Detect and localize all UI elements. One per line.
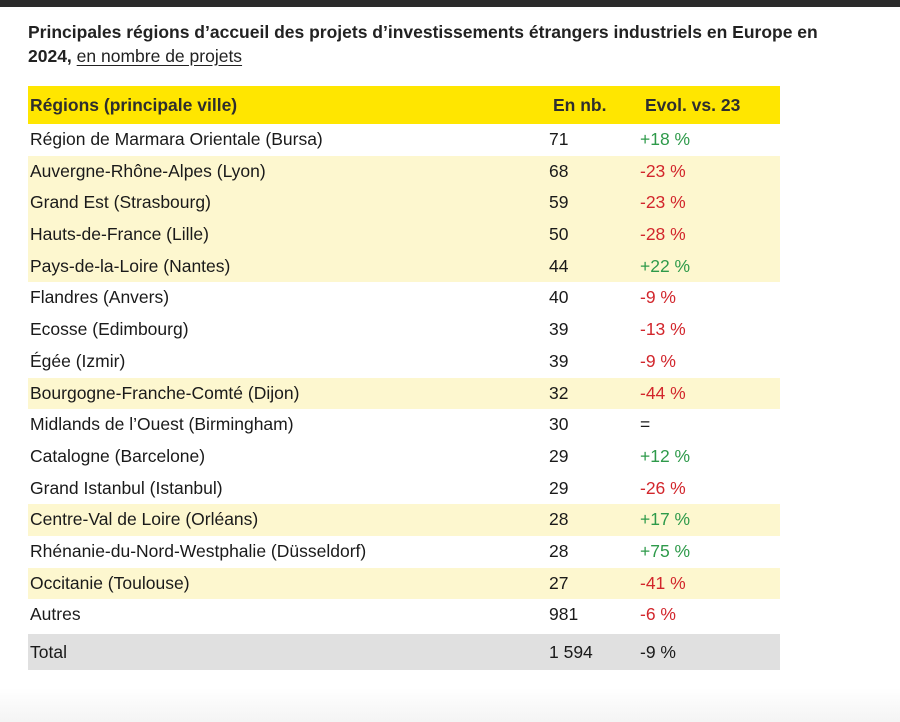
evolution-cell: = xyxy=(640,414,651,435)
evolution-cell: -9 % xyxy=(640,350,676,371)
evolution-cell: +12 % xyxy=(640,445,691,466)
count-cell: 44 xyxy=(549,255,569,276)
table-row: Ecosse (Edimbourg) 39 -13 % xyxy=(28,314,780,346)
region-cell: Auvergne-Rhône-Alpes (Lyon) xyxy=(30,160,266,181)
count-cell: 59 xyxy=(549,192,569,213)
region-cell: Catalogne (Barcelone) xyxy=(30,445,206,466)
region-cell: Grand Istanbul (Istanbul) xyxy=(30,477,223,498)
header-evolution: Evol. vs. 23 xyxy=(645,95,741,115)
table-row: Pays-de-la-Loire (Nantes) 44 +22 % xyxy=(28,250,780,283)
table-row: Grand Est (Strasbourg) 59 -23 % xyxy=(28,187,780,220)
bottom-shade xyxy=(0,688,900,722)
title-subtitle: en nombre de projets xyxy=(76,46,243,66)
evolution-cell: +17 % xyxy=(640,509,691,530)
region-cell: Hauts-de-France (Lille) xyxy=(30,224,209,245)
table-row: Catalogne (Barcelone) 29 +12 % xyxy=(28,441,780,473)
region-cell: Midlands de l’Ouest (Birmingham) xyxy=(30,414,294,435)
total-row: Total 1 594 -9 % xyxy=(28,634,780,670)
total-label: Total xyxy=(30,642,67,662)
count-cell: 39 xyxy=(549,350,569,371)
count-cell: 981 xyxy=(549,604,579,625)
table-row: Grand Istanbul (Istanbul) 29 -26 % xyxy=(28,473,780,505)
table-row: Autres 981 -6 % xyxy=(28,599,780,631)
evolution-cell: -13 % xyxy=(640,319,686,340)
evolution-cell: -41 % xyxy=(640,572,686,593)
count-cell: 29 xyxy=(549,477,569,498)
count-cell: 28 xyxy=(549,509,569,530)
evolution-cell: -9 % xyxy=(640,287,676,308)
evolution-cell: +22 % xyxy=(640,255,691,276)
header-count: En nb. xyxy=(553,95,607,115)
table-row: Égée (Izmir) 39 -9 % xyxy=(28,346,780,378)
table-row: Région de Marmara Orientale (Bursa) 71 +18… xyxy=(28,124,780,156)
region-cell: Pays-de-la-Loire (Nantes) xyxy=(30,255,231,276)
table-row: Flandres (Anvers) 40 -9 % xyxy=(28,282,780,314)
table-row: Hauts-de-France (Lille) 50 -28 % xyxy=(28,219,780,251)
table-row: Midlands de l’Ouest (Birmingham) 30 = xyxy=(28,409,780,441)
evolution-cell: -6 % xyxy=(640,604,676,625)
evolution-cell: -28 % xyxy=(640,224,686,245)
evolution-cell: -44 % xyxy=(640,382,686,403)
count-cell: 68 xyxy=(549,160,569,181)
total-evolution: -9 % xyxy=(640,642,676,662)
count-cell: 27 xyxy=(549,572,569,593)
evolution-cell: +75 % xyxy=(640,540,691,561)
header-region: Régions (principale ville) xyxy=(30,95,238,115)
region-cell: Flandres (Anvers) xyxy=(30,287,170,308)
evolution-cell: -23 % xyxy=(640,160,686,181)
table-row: Centre-Val de Loire (Orléans) 28 +17 % xyxy=(28,504,780,536)
table-row: Rhénanie-du-Nord-Westphalie (Düsseldorf)… xyxy=(28,536,780,568)
evolution-cell: +18 % xyxy=(640,129,691,149)
region-cell: Grand Est (Strasbourg) xyxy=(30,192,211,213)
evolution-cell: -26 % xyxy=(640,477,686,498)
region-cell: Ecosse (Edimbourg) xyxy=(30,319,189,340)
regions-table: Régions (principale ville) En nb. Evol. … xyxy=(28,86,780,670)
region-cell: Autres xyxy=(30,604,81,625)
table-row: Auvergne-Rhône-Alpes (Lyon) 68 -23 % xyxy=(28,155,780,188)
region-cell: Occitanie (Toulouse) xyxy=(30,572,190,593)
total-count: 1 594 xyxy=(549,642,593,662)
count-cell: 28 xyxy=(549,540,569,561)
table-body: Région de Marmara Orientale (Bursa) 71 +18… xyxy=(28,124,780,631)
table-row: Occitanie (Toulouse) 27 -41 % xyxy=(28,567,780,600)
title-main: Principales régions d’accueil des projet… xyxy=(28,22,818,66)
evolution-cell: -23 % xyxy=(640,192,686,213)
count-cell: 30 xyxy=(549,414,569,435)
region-cell: Région de Marmara Orientale (Bursa) xyxy=(30,129,323,149)
region-cell: Rhénanie-du-Nord-Westphalie (Düsseldorf) xyxy=(30,540,367,561)
region-cell: Centre-Val de Loire (Orléans) xyxy=(30,509,259,530)
table-row: Bourgogne-Franche-Comté (Dijon) 32 -44 % xyxy=(28,377,780,410)
count-cell: 39 xyxy=(549,319,569,340)
region-cell: Égée (Izmir) xyxy=(30,350,126,371)
count-cell: 40 xyxy=(549,287,569,308)
top-border xyxy=(0,0,900,7)
count-cell: 32 xyxy=(549,382,569,403)
table-header: Régions (principale ville) En nb. Evol. … xyxy=(28,86,780,124)
region-cell: Bourgogne-Franche-Comté (Dijon) xyxy=(30,382,300,403)
count-cell: 29 xyxy=(549,445,569,466)
count-cell: 50 xyxy=(549,224,569,245)
count-cell: 71 xyxy=(549,129,569,149)
page-title: Principales régions d’accueil des projet… xyxy=(28,20,848,68)
